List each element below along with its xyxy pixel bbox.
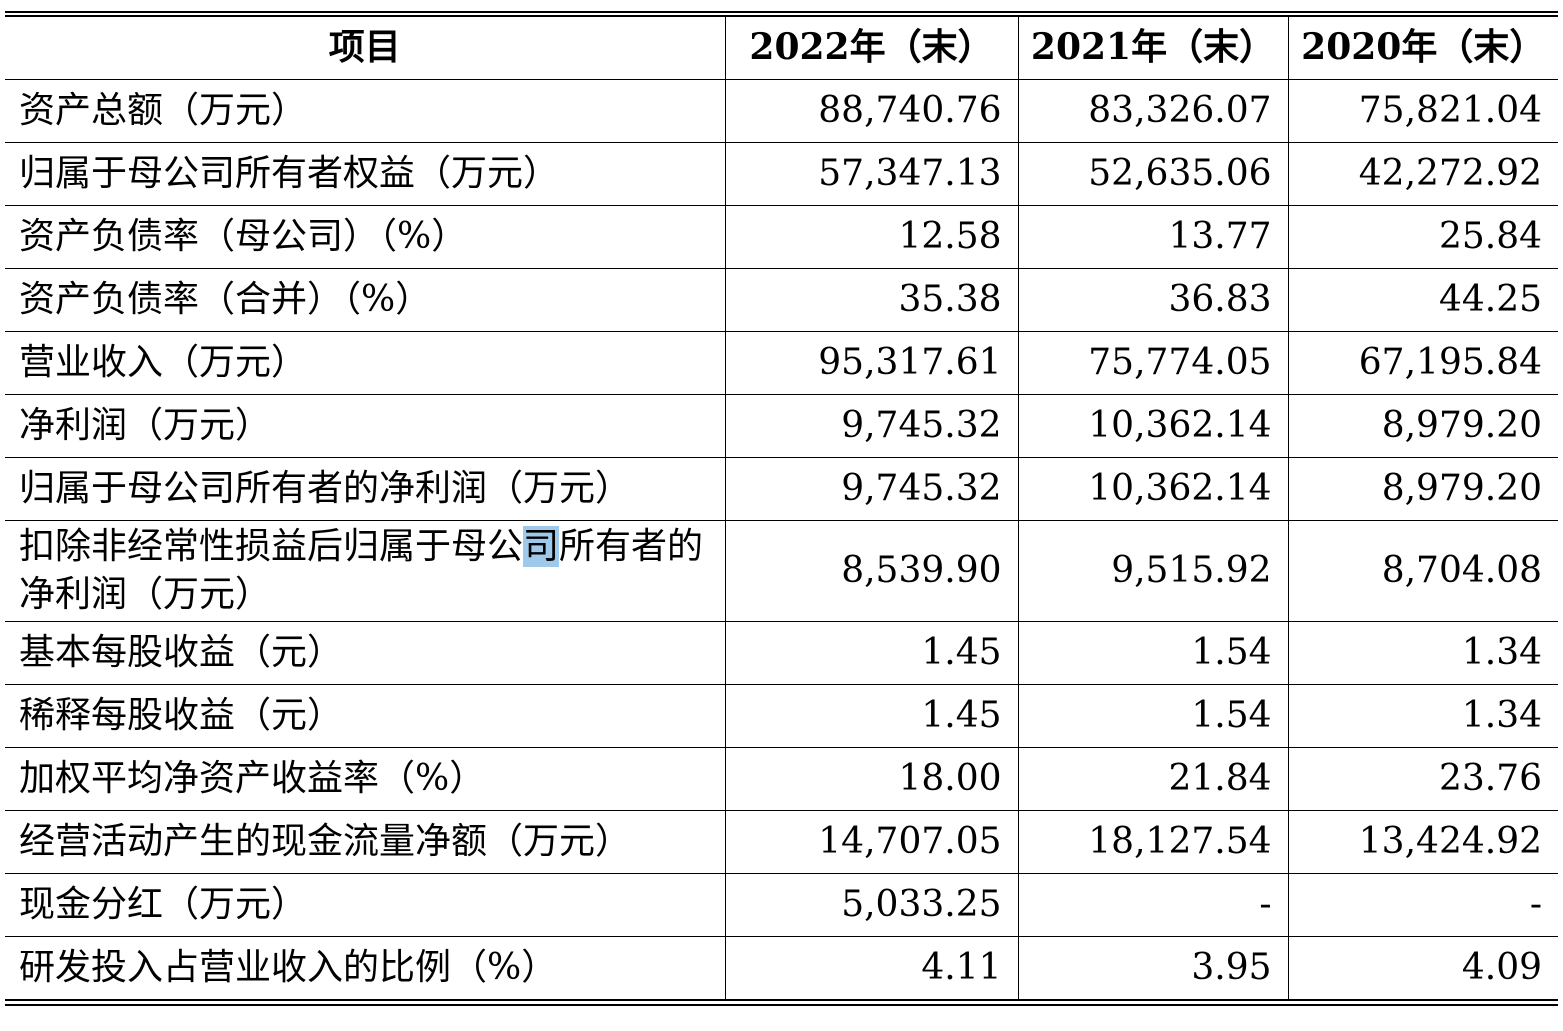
value-2020: 13,424.92 — [1287, 810, 1558, 874]
value-2021: 13.77 — [1017, 205, 1289, 269]
value-2020: 42,272.92 — [1287, 142, 1558, 206]
row-label: 基本每股收益（元） — [5, 621, 726, 685]
row-label: 研发投入占营业收入的比例（%） — [5, 936, 726, 1001]
value-2022: 4.11 — [724, 936, 1019, 1001]
header-2021: 2021年（末） — [1017, 15, 1289, 80]
value-2021: 1.54 — [1017, 621, 1289, 685]
table-row: 扣除非经常性损益后归属于母公司所有者的净利润（万元） 8,539.90 9,51… — [5, 520, 1558, 622]
top-rule — [5, 11, 1558, 13]
table-row: 经营活动产生的现金流量净额（万元） 14,707.05 18,127.54 13… — [5, 810, 1558, 874]
row-label: 营业收入（万元） — [5, 331, 726, 395]
value-2020: - — [1287, 873, 1558, 937]
value-2020: 8,704.08 — [1287, 520, 1558, 622]
table-row: 稀释每股收益（元） 1.45 1.54 1.34 — [5, 684, 1558, 748]
value-2022: 8,539.90 — [724, 520, 1019, 622]
value-2022: 35.38 — [724, 268, 1019, 332]
value-2020: 8,979.20 — [1287, 457, 1558, 521]
table-row: 研发投入占营业收入的比例（%） 4.11 3.95 4.09 — [5, 936, 1558, 1001]
table-row: 净利润（万元） 9,745.32 10,362.14 8,979.20 — [5, 394, 1558, 458]
value-2022: 88,740.76 — [724, 79, 1019, 143]
row-label: 经营活动产生的现金流量净额（万元） — [5, 810, 726, 874]
value-2021: 1.54 — [1017, 684, 1289, 748]
financial-table-wrapper: 项目 2022年（末） 2021年（末） 2020年（末） 资产总额（万元） 8… — [5, 11, 1558, 1006]
value-2020: 1.34 — [1287, 684, 1558, 748]
value-2021: - — [1017, 873, 1289, 937]
value-2022: 9,745.32 — [724, 394, 1019, 458]
value-2022: 95,317.61 — [724, 331, 1019, 395]
financial-indicators-table: 项目 2022年（末） 2021年（末） 2020年（末） 资产总额（万元） 8… — [5, 15, 1558, 1001]
row-label: 归属于母公司所有者权益（万元） — [5, 142, 726, 206]
value-2020: 8,979.20 — [1287, 394, 1558, 458]
row-label: 资产负债率（合并）（%） — [5, 268, 726, 332]
value-2020: 75,821.04 — [1287, 79, 1558, 143]
table-row: 基本每股收益（元） 1.45 1.54 1.34 — [5, 621, 1558, 685]
value-2021: 10,362.14 — [1017, 457, 1289, 521]
header-item: 项目 — [5, 15, 726, 80]
header-2020: 2020年（末） — [1287, 15, 1558, 80]
value-2022: 9,745.32 — [724, 457, 1019, 521]
table-row: 归属于母公司所有者权益（万元） 57,347.13 52,635.06 42,2… — [5, 142, 1558, 206]
value-2022: 1.45 — [724, 621, 1019, 685]
bottom-rule — [5, 1004, 1558, 1006]
row-label: 净利润（万元） — [5, 394, 726, 458]
value-2020: 67,195.84 — [1287, 331, 1558, 395]
value-2020: 23.76 — [1287, 747, 1558, 811]
value-2020: 44.25 — [1287, 268, 1558, 332]
table-row: 归属于母公司所有者的净利润（万元） 9,745.32 10,362.14 8,9… — [5, 457, 1558, 521]
value-2022: 14,707.05 — [724, 810, 1019, 874]
table-row: 营业收入（万元） 95,317.61 75,774.05 67,195.84 — [5, 331, 1558, 395]
row-label: 加权平均净资产收益率（%） — [5, 747, 726, 811]
value-2020: 25.84 — [1287, 205, 1558, 269]
row-label-part: 所有者的净利润（万元） — [19, 526, 704, 615]
value-2021: 75,774.05 — [1017, 331, 1289, 395]
value-2021: 10,362.14 — [1017, 394, 1289, 458]
value-2022: 12.58 — [724, 205, 1019, 269]
table-row: 加权平均净资产收益率（%） 18.00 21.84 23.76 — [5, 747, 1558, 811]
row-label[interactable]: 扣除非经常性损益后归属于母公司所有者的净利润（万元） — [5, 520, 726, 622]
table-row: 资产负债率（母公司）（%） 12.58 13.77 25.84 — [5, 205, 1558, 269]
row-label: 现金分红（万元） — [5, 873, 726, 937]
row-label: 资产总额（万元） — [5, 79, 726, 143]
value-2022: 5,033.25 — [724, 873, 1019, 937]
value-2021: 18,127.54 — [1017, 810, 1289, 874]
value-2021: 36.83 — [1017, 268, 1289, 332]
value-2022: 18.00 — [724, 747, 1019, 811]
table-row: 资产负债率（合并）（%） 35.38 36.83 44.25 — [5, 268, 1558, 332]
value-2021: 83,326.07 — [1017, 79, 1289, 143]
value-2022: 57,347.13 — [724, 142, 1019, 206]
header-row: 项目 2022年（末） 2021年（末） 2020年（末） — [5, 15, 1558, 80]
row-label: 归属于母公司所有者的净利润（万元） — [5, 457, 726, 521]
table-row: 现金分红（万元） 5,033.25 - - — [5, 873, 1558, 937]
value-2021: 52,635.06 — [1017, 142, 1289, 206]
value-2021: 9,515.92 — [1017, 520, 1289, 622]
row-label: 稀释每股收益（元） — [5, 684, 726, 748]
table-row: 资产总额（万元） 88,740.76 83,326.07 75,821.04 — [5, 79, 1558, 143]
value-2020: 1.34 — [1287, 621, 1558, 685]
value-2022: 1.45 — [724, 684, 1019, 748]
row-label: 资产负债率（母公司）（%） — [5, 205, 726, 269]
value-2021: 3.95 — [1017, 936, 1289, 1001]
value-2021: 21.84 — [1017, 747, 1289, 811]
text-selection-highlight[interactable]: 司 — [523, 526, 560, 567]
value-2020: 4.09 — [1287, 936, 1558, 1001]
header-2022: 2022年（末） — [724, 15, 1019, 80]
row-label-part: 扣除非经常性损益后归属于母公 — [19, 526, 524, 567]
